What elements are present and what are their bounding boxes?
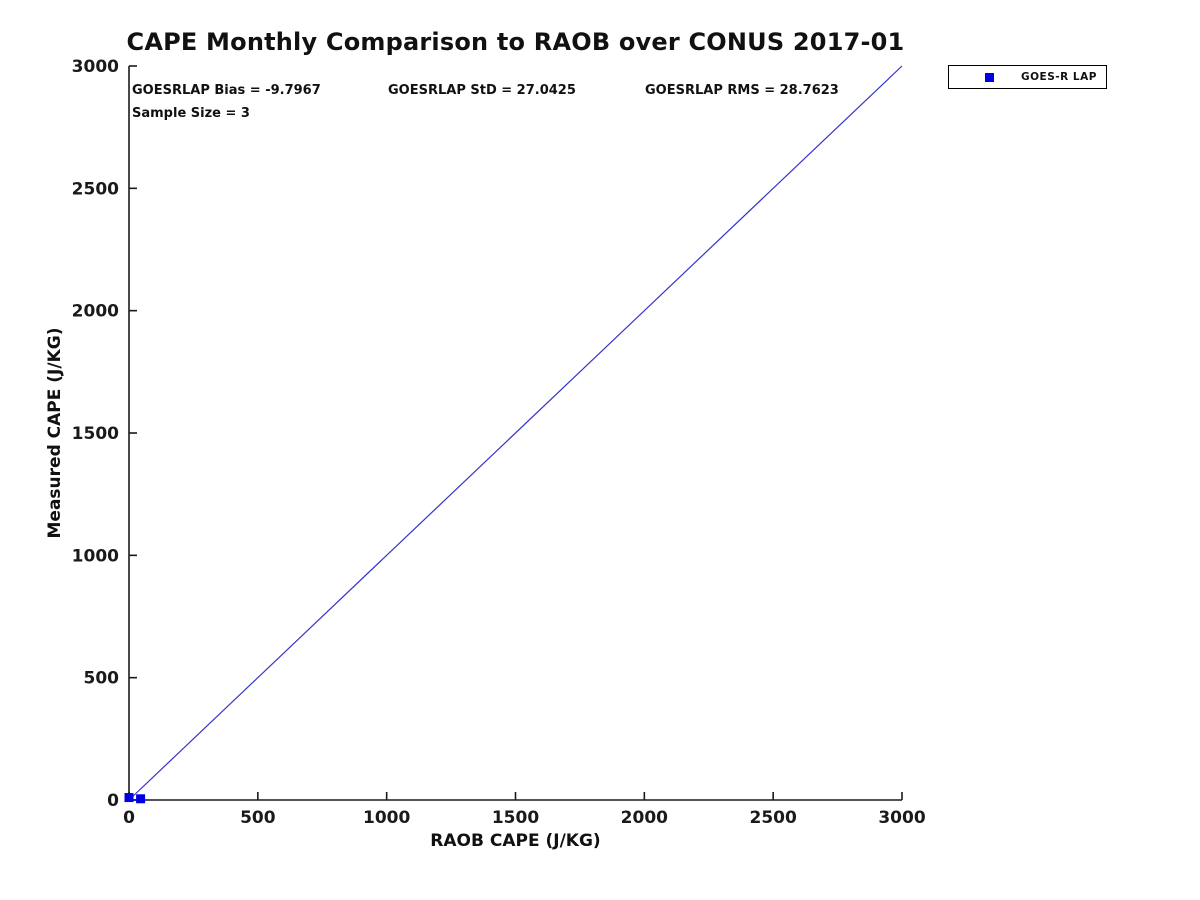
identity-line [128, 65, 903, 801]
y-tick-label: 3000 [72, 57, 119, 77]
y-tick-label: 500 [84, 669, 120, 689]
x-tick-label: 2500 [750, 808, 797, 828]
y-tick-label: 0 [107, 791, 119, 811]
x-tick-label: 0 [123, 808, 135, 828]
x-tick-label: 1000 [363, 808, 410, 828]
y-axis-label: Measured CAPE (J/KG) [45, 327, 65, 539]
scatter-marker [136, 794, 146, 804]
legend-square-marker-icon [985, 72, 994, 82]
scatter-marker [124, 793, 134, 803]
y-tick-label: 1000 [72, 546, 119, 566]
x-tick-label: 1500 [492, 808, 539, 828]
legend-box: GOES-R LAP [948, 65, 1107, 89]
stat-bias: GOESRLAP Bias = -9.7967 [132, 83, 321, 98]
y-tick-label: 2500 [72, 179, 119, 199]
stat-std: GOESRLAP StD = 27.0425 [388, 83, 576, 98]
chart-title: CAPE Monthly Comparison to RAOB over CON… [126, 28, 905, 56]
x-tick-label: 500 [240, 808, 276, 828]
legend-series-label: GOES-R LAP [1021, 71, 1097, 83]
y-tick-label: 1500 [72, 424, 119, 444]
x-axis-label: RAOB CAPE (J/KG) [430, 831, 601, 851]
stat-sample-size: Sample Size = 3 [132, 106, 250, 121]
x-tick-label: 3000 [878, 808, 925, 828]
stat-rms: GOESRLAP RMS = 28.7623 [645, 83, 839, 98]
y-tick-label: 2000 [72, 302, 119, 322]
x-tick-label: 2000 [621, 808, 668, 828]
